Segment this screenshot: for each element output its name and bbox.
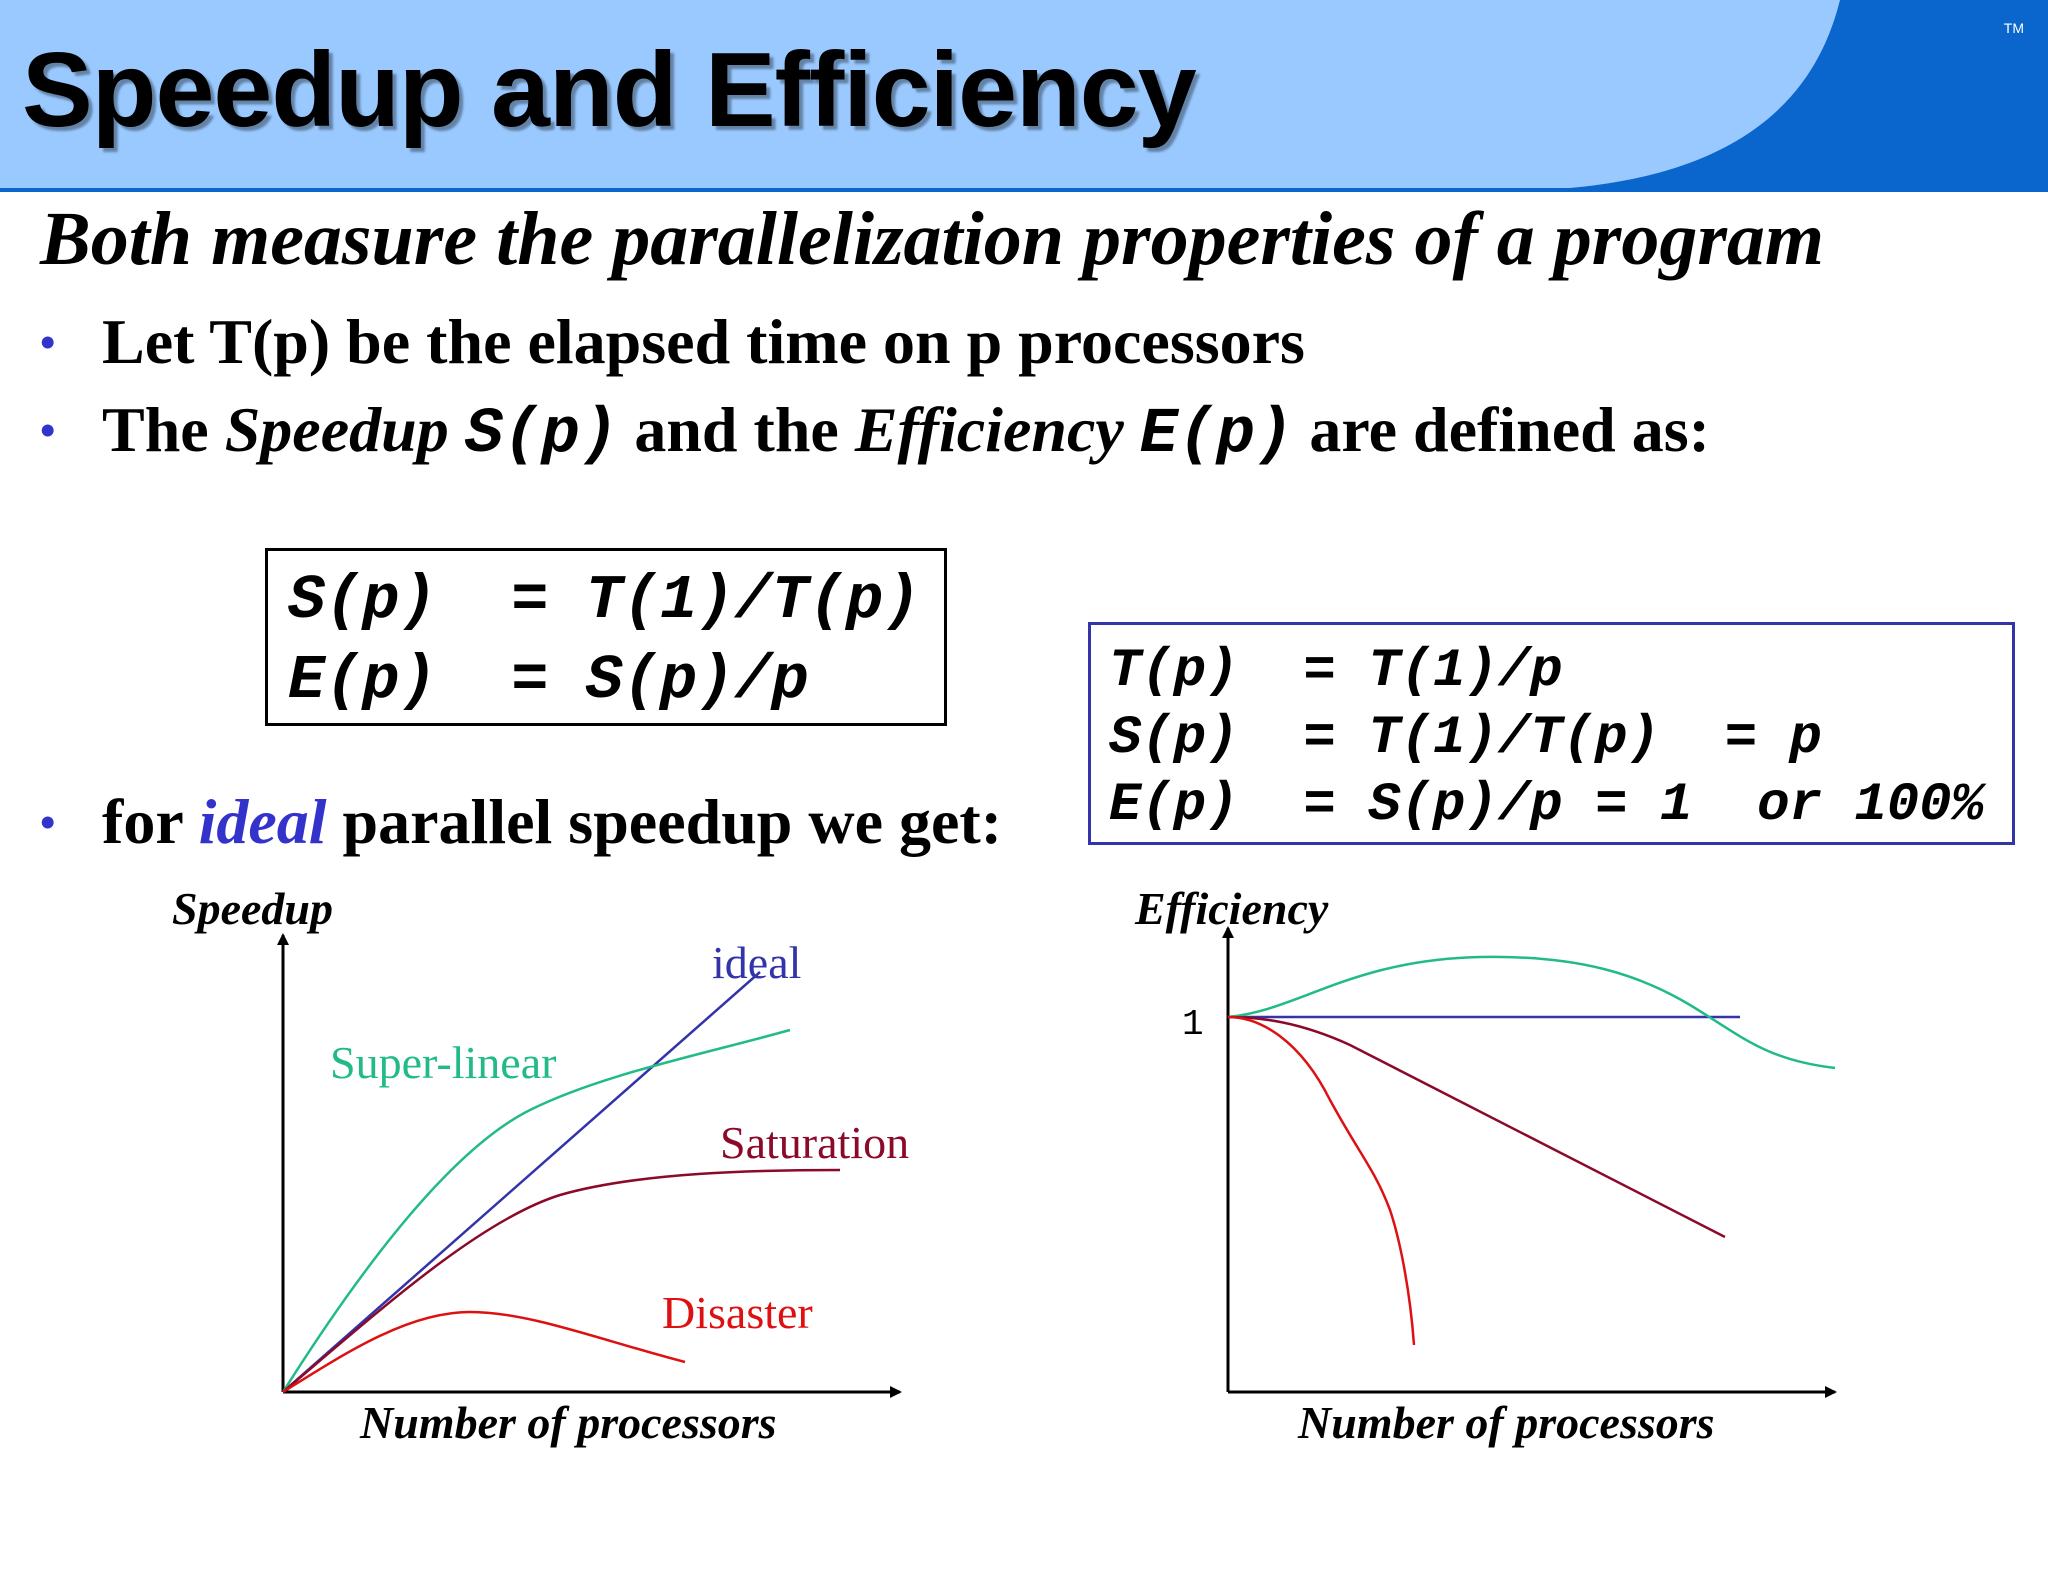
slide-title: Speedup and Efficiency xyxy=(22,31,1197,149)
bullet-dot-icon: • xyxy=(40,318,56,367)
speedup-definition: S(p) = T(1)/T(p) xyxy=(288,565,921,636)
text-segment: and the xyxy=(618,394,855,465)
bullet-text: Let T(p) be the elapsed time on p proces… xyxy=(102,306,1305,377)
speedup-y-label: Speedup xyxy=(172,883,333,934)
speedup-chart: Speedup Number of processors ideal Super… xyxy=(172,883,909,1448)
ideal-speedup-formula: S(p) = T(1)/T(p) = p xyxy=(1109,708,1822,769)
ideal-series-label: ideal xyxy=(712,937,801,988)
charts-area: Speedup Number of processors ideal Super… xyxy=(172,883,1837,1448)
efficiency-y-tick-1: 1 xyxy=(1182,1004,1204,1045)
efficiency-definition: E(p) = S(p)/p xyxy=(288,645,809,716)
text-segment: for xyxy=(102,786,199,857)
saturation-line xyxy=(282,1168,841,1393)
efficiency-y-label: Efficiency xyxy=(1134,883,1329,934)
text-segment: are defined as: xyxy=(1293,394,1710,465)
saturation-series-label: Saturation xyxy=(720,1117,909,1168)
super-linear-line xyxy=(281,1028,791,1393)
efficiency-super-linear-line xyxy=(1227,955,1836,1070)
ideal-time-formula: T(p) = T(1)/p xyxy=(1109,641,1563,702)
trademark-mark: TM xyxy=(2003,20,2024,36)
bullet-text: for ideal parallel speedup we get: xyxy=(102,785,1002,859)
ideal-term: ideal xyxy=(198,786,327,857)
disaster-series-label: Disaster xyxy=(662,1287,813,1338)
bullet-dot-icon: • xyxy=(40,406,56,455)
super-linear-series-label: Super-linear xyxy=(330,1037,556,1088)
speedup-term: Speedup xyxy=(224,394,449,465)
disaster-line xyxy=(282,1310,686,1394)
ideal-formulas-box: T(p) = T(1)/p S(p) = T(1)/T(p) = p E(p) … xyxy=(1088,622,2015,845)
efficiency-term: Efficiency xyxy=(854,394,1124,465)
bullet-text: The Speedup S(p) and the Efficiency E(p)… xyxy=(102,393,1710,471)
bullet-dot-icon: • xyxy=(40,798,56,847)
speedup-x-label: Number of processors xyxy=(359,1397,777,1448)
text-segment: The xyxy=(102,394,225,465)
speedup-code: S(p) xyxy=(464,399,619,471)
efficiency-chart: Efficiency Number of processors 1 xyxy=(1134,883,1837,1448)
efficiency-x-label: Number of processors xyxy=(1297,1397,1715,1448)
efficiency-code: E(p) xyxy=(1139,399,1294,471)
ideal-efficiency-formula: E(p) = S(p)/p = 1 or 100% xyxy=(1109,775,1984,836)
text-segment: parallel speedup we get: xyxy=(326,786,1003,857)
definitions-box: S(p) = T(1)/T(p) E(p) = S(p)/p xyxy=(265,548,947,726)
header-background xyxy=(0,0,2048,192)
efficiency-disaster-line xyxy=(1227,1015,1416,1346)
ideal-line xyxy=(282,971,761,1393)
slide-header: Speedup and Efficiency TM xyxy=(0,0,2048,196)
efficiency-saturation-line xyxy=(1227,1015,1726,1239)
slide-subtitle: Both measure the parallelization propert… xyxy=(40,197,1825,281)
